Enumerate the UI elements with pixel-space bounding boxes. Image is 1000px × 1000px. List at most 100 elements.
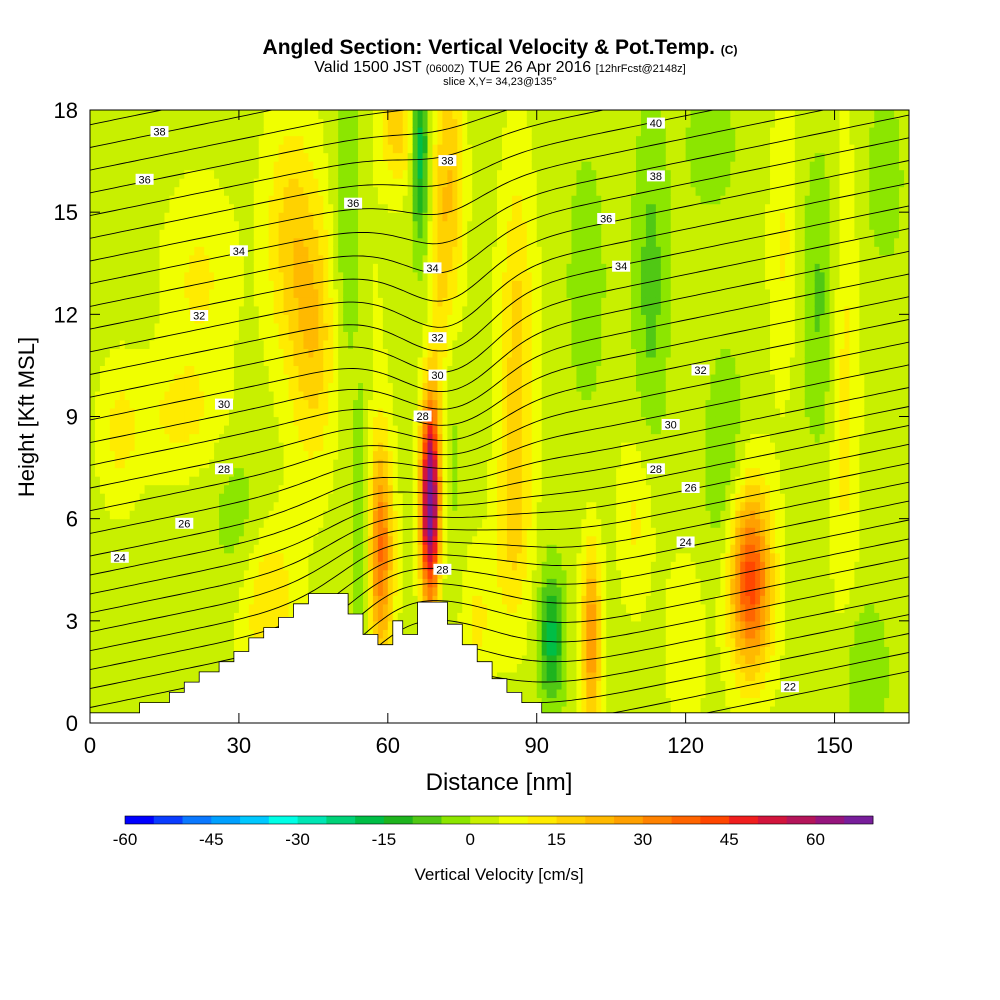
- isentrope-line: [90, 110, 606, 217]
- isentrope-label: 28: [646, 463, 665, 476]
- isentrope-line: [90, 110, 509, 194]
- isentrope-label: 36: [597, 213, 616, 226]
- y-axis-label: Height [Kft MSL]: [14, 337, 39, 497]
- chart-title-main: Angled Section: Vertical Velocity & Pot.…: [262, 36, 715, 59]
- isentrope-line: [90, 205, 909, 375]
- isentrope-line: [90, 44, 150, 56]
- colorbar-swatch: [757, 816, 788, 824]
- valid-prefix: Valid 1500 JST: [314, 59, 422, 76]
- isentrope-label: 24: [110, 551, 129, 564]
- colorbar-swatch: [614, 816, 644, 824]
- colorbar-tick-label: 45: [720, 830, 739, 849]
- colorbar-swatch: [527, 816, 557, 824]
- colorbar-swatch: [671, 816, 701, 824]
- isentrope-label: 28: [413, 410, 432, 423]
- isentrope-label: 34: [229, 245, 248, 258]
- isentrope-label: 26: [681, 482, 700, 495]
- colorbar-label: Vertical Velocity [cm/s]: [414, 865, 583, 884]
- isentrope-line: [90, 387, 909, 557]
- isentrope-label: 40: [646, 117, 665, 130]
- isentrope-label: 30: [428, 369, 447, 382]
- colorbar-swatch: [268, 816, 299, 824]
- colorbar-swatch: [326, 816, 356, 824]
- colorbar-tick-label: 30: [633, 830, 652, 849]
- isentrope-label: 34: [612, 260, 631, 273]
- colorbar-swatch: [355, 816, 385, 824]
- isentrope-line: [336, 614, 909, 723]
- colorbar-tick-label: -45: [199, 830, 224, 849]
- slice-info: slice X,Y= 34,23@135°: [443, 76, 557, 88]
- isentrope-label: 28: [215, 463, 233, 476]
- terrain: [90, 593, 909, 723]
- isentrope-label: 36: [135, 173, 154, 186]
- isentrope-line: [90, 296, 909, 466]
- colorbar-swatch: [700, 816, 730, 824]
- y-tick-label: 18: [54, 98, 78, 123]
- isentrope-labels: 38 36 34 32 30 28 26 24 38 36 34 32 30 28 28 40 38 36 34 32…: [110, 117, 799, 694]
- colorbar-swatch: [499, 816, 529, 824]
- colorbar-frame: [124, 815, 874, 825]
- colorbar-swatch: [585, 816, 615, 824]
- y-tick-label: 9: [66, 405, 78, 430]
- isentrope-line: [90, 443, 909, 614]
- chart-title-units: (C): [720, 43, 738, 57]
- isentrope-line: [90, 110, 409, 171]
- colorbar-tick-label: -15: [372, 830, 397, 849]
- isentrope-line: [90, 250, 909, 421]
- isentrope-line: [90, 519, 909, 690]
- isentrope-label: 34: [423, 262, 442, 275]
- isentrope-line: [90, 137, 909, 307]
- isentrope-label: 30: [215, 398, 233, 411]
- colorbar: -60 -45 -30 -15 0 15 30 45 60: [113, 815, 874, 849]
- isentrope-line: [90, 462, 909, 633]
- isentrope-line: [90, 44, 373, 102]
- colorbar-swatch: [844, 816, 874, 824]
- chart-title: Angled Section: Vertical Velocity & Pot.…: [0, 36, 1000, 60]
- isentrope-line: [90, 160, 909, 330]
- valid-utc: (0600Z): [425, 63, 465, 75]
- colorbar-tick-label: 15: [547, 830, 566, 849]
- colorbar-swatch: [729, 816, 759, 824]
- isentrope-label: 38: [438, 155, 457, 168]
- x-axis: 0 30 60 90 120 150: [84, 110, 853, 758]
- isentrope-label: 38: [150, 126, 169, 139]
- isentrope-line: [90, 44, 264, 80]
- isentrope-line: [90, 406, 909, 576]
- isentrope-line: [90, 364, 909, 534]
- colorbar-swatch: [182, 816, 212, 824]
- isentrope-label: 32: [190, 310, 209, 323]
- colorbar-swatch: [125, 816, 155, 824]
- isentrope-line: [279, 595, 909, 723]
- colorbar-swatch: [786, 816, 816, 824]
- isentrope-line: [90, 114, 909, 285]
- colorbar-swatch: [412, 816, 442, 824]
- chart-subtitle: Valid 1500 JST (0600Z) TUE 26 Apr 2016 […: [0, 59, 1000, 77]
- colorbar-tick-label: 0: [465, 830, 474, 849]
- isentrope-label: 36: [344, 197, 363, 210]
- x-tick-label: 0: [84, 733, 96, 758]
- x-axis-label: Distance [nm]: [426, 769, 573, 796]
- colorbar-swatch: [556, 816, 586, 824]
- colorbar-swatch: [642, 816, 673, 824]
- plot-area: 38 36 34 32 30 28 26 24 38 36 34 32 30 28 28 40 38 36 34 32…: [89, 44, 910, 724]
- isentrope-label: 24: [676, 536, 695, 549]
- isentrope-label: 32: [428, 332, 447, 345]
- isentrope-label: 32: [691, 364, 710, 377]
- isentrope-line: [90, 481, 909, 652]
- isentrope-label: 26: [175, 517, 194, 530]
- isentrope-label: 38: [646, 170, 665, 183]
- colorbar-swatch: [441, 816, 471, 824]
- y-tick-label: 3: [66, 609, 78, 634]
- isentrope-line: [90, 424, 909, 595]
- colorbar-swatch: [153, 816, 183, 824]
- isentrope-line: [90, 273, 909, 444]
- isentrope-line: [90, 228, 909, 398]
- isentrope-label: 22: [780, 681, 799, 694]
- colorbar-tick-label: 60: [806, 830, 825, 849]
- colorbar-swatch: [815, 816, 845, 824]
- x-tick-label: 90: [524, 733, 548, 758]
- y-tick-label: 0: [66, 711, 78, 736]
- x-tick-label: 60: [376, 733, 400, 758]
